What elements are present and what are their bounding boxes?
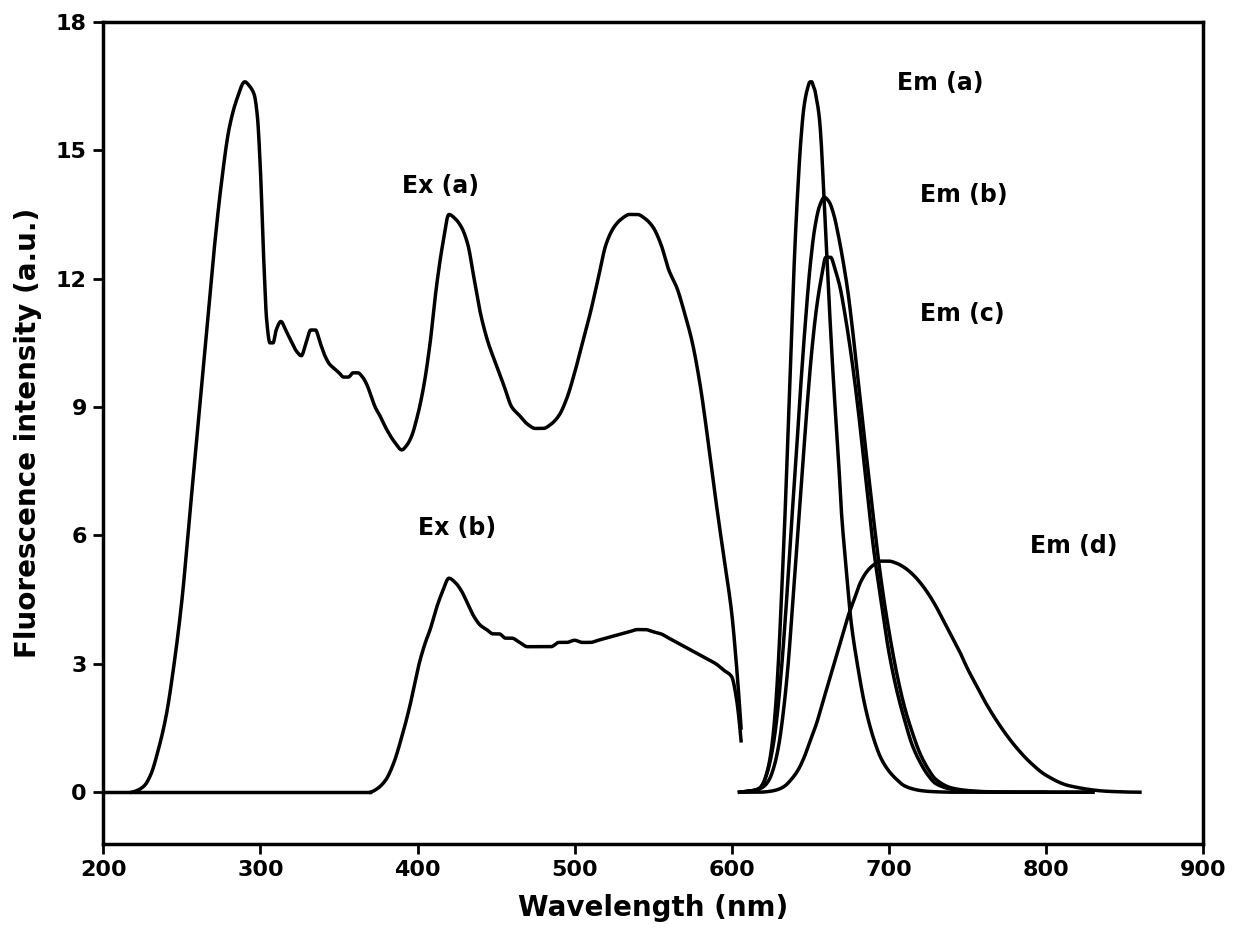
Y-axis label: Fluorescence intensity (a.u.): Fluorescence intensity (a.u.) [14,208,42,658]
Text: Em (c): Em (c) [920,302,1004,327]
Text: Ex (a): Ex (a) [402,174,479,198]
Text: Em (d): Em (d) [1030,534,1117,558]
Text: Ex (b): Ex (b) [418,517,496,540]
Text: Em (b): Em (b) [920,183,1008,207]
Text: Em (a): Em (a) [897,71,983,95]
X-axis label: Wavelength (nm): Wavelength (nm) [518,894,789,922]
